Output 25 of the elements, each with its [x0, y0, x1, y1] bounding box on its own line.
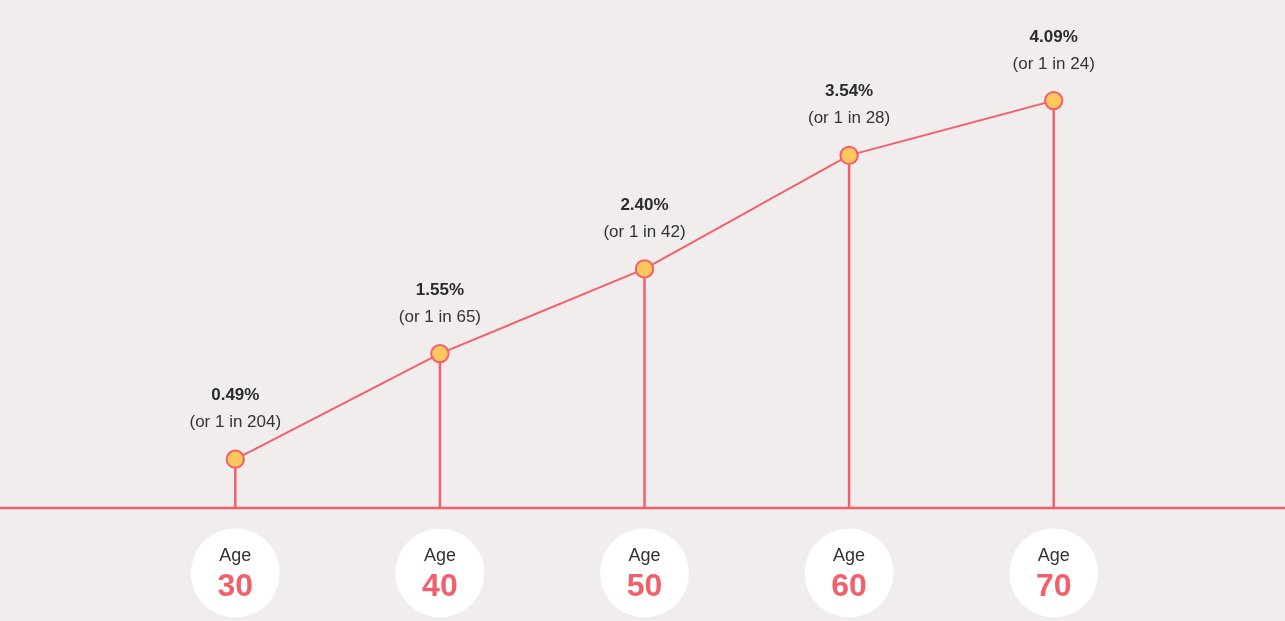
data-label: 4.09% — [1029, 26, 1078, 46]
point — [1044, 90, 1064, 111]
annotation: (or 1 in 28) — [808, 108, 891, 128]
text: Age — [628, 545, 661, 565]
annotation: (or 1 in 42) — [603, 221, 686, 241]
x-tick-label: 40 — [422, 567, 458, 603]
data-label: 3.54% — [825, 81, 874, 101]
x-tick-label: 70 — [1035, 567, 1072, 603]
point — [634, 259, 655, 279]
data-label: 0.49% — [211, 385, 260, 405]
data-label: 1.55% — [415, 279, 464, 299]
data-label: 2.40% — [620, 194, 669, 214]
text: Age — [423, 545, 456, 565]
x-axis-title: Age — [219, 545, 252, 565]
annotation: (or 1 in 204) — [189, 412, 282, 432]
point — [430, 343, 450, 364]
point — [839, 145, 859, 166]
x-tick-label: 60 — [831, 567, 867, 603]
text: Age — [1037, 545, 1070, 565]
text: Age — [833, 545, 866, 565]
annotation: (or 1 in 65) — [398, 306, 481, 326]
point — [225, 449, 245, 469]
x-tick-label: 30 — [217, 567, 254, 603]
x-tick-label: 50 — [626, 567, 663, 603]
annotation: (or 1 in 24) — [1012, 53, 1095, 73]
